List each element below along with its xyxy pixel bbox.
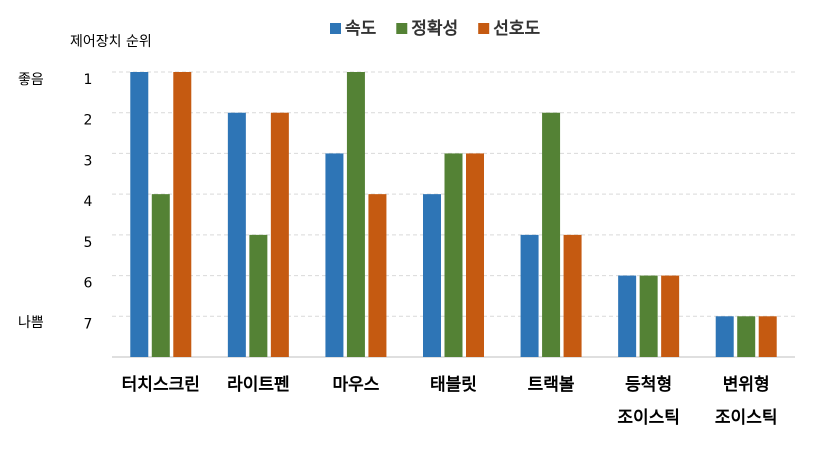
annotation: 나쁨	[18, 315, 44, 331]
bar	[618, 275, 637, 357]
bar	[423, 194, 441, 357]
annotation: 좋음	[18, 72, 44, 88]
bar	[151, 194, 170, 357]
x-tick-label: 변위형	[723, 374, 770, 395]
bar	[227, 112, 246, 357]
bar	[466, 153, 484, 357]
legend-label: 정확성	[411, 19, 458, 39]
bar	[758, 316, 777, 357]
y-tick-label: 1	[84, 72, 93, 88]
bar	[346, 72, 365, 357]
bar	[368, 194, 387, 357]
bar	[737, 316, 756, 357]
bar	[542, 112, 561, 357]
legend-label: 선호도	[493, 19, 540, 39]
x-tick-label: 트랙볼	[528, 375, 575, 395]
x-tick-label: 마우스	[332, 375, 379, 395]
x-tick-label: 조이스틱	[715, 408, 778, 428]
bar	[661, 275, 680, 357]
bar	[249, 234, 268, 357]
bar	[520, 234, 539, 357]
x-tick-label: 태블릿	[430, 375, 477, 395]
legend-label: 속도	[345, 19, 377, 39]
bar	[563, 234, 582, 357]
x-tick-label: 조이스틱	[617, 408, 680, 428]
bar	[173, 72, 192, 357]
bar	[715, 316, 734, 357]
bar	[270, 112, 289, 357]
legend-swatch	[478, 23, 490, 34]
x-tick-label: 라이트펜	[227, 375, 290, 395]
legend-swatch	[396, 23, 408, 34]
x-tick-label: 터치스크린	[122, 375, 200, 395]
y-axis-label: 제어장치 순위	[70, 34, 152, 50]
y-tick-label: 6	[84, 276, 93, 292]
y-tick-label: 4	[84, 194, 93, 210]
legend-swatch	[330, 23, 341, 34]
bar	[130, 72, 149, 357]
x-tick-label: 등척형	[625, 374, 672, 395]
bar	[444, 153, 463, 357]
y-tick-label: 7	[84, 316, 93, 332]
bar	[639, 275, 658, 357]
y-tick-label: 2	[84, 113, 93, 129]
y-tick-label: 3	[84, 153, 93, 169]
y-tick-label: 5	[84, 235, 93, 251]
bar	[325, 153, 344, 357]
